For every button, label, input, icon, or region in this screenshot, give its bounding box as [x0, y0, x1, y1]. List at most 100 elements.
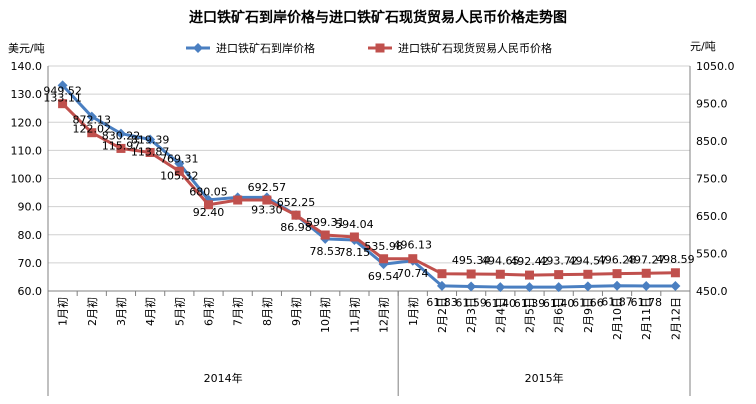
data-point	[379, 254, 389, 264]
data-point	[495, 282, 506, 293]
x-tick-label: 2月5日	[524, 297, 537, 333]
x-tick-label: 12月初	[377, 297, 391, 333]
data-label: 61.40	[485, 297, 517, 310]
y-left-tick-label: 90.0	[18, 201, 43, 214]
data-label: 497.27	[627, 253, 666, 266]
data-point	[670, 268, 680, 278]
data-label: 78.53	[309, 245, 341, 258]
x-tick-label: 2月10日	[611, 297, 624, 340]
data-point	[145, 147, 155, 157]
data-label: 78.15	[339, 246, 371, 259]
y-left-tick-label: 60.0	[18, 285, 43, 298]
data-point	[57, 80, 68, 91]
data-point	[466, 269, 476, 279]
data-label: 61.39	[514, 297, 546, 310]
data-label: 61.66	[572, 296, 604, 309]
data-point	[582, 281, 593, 292]
y-left-tick-label: 110.0	[11, 144, 43, 157]
legend: 进口铁矿石到岸价格 进口铁矿石现货贸易人民币价格	[186, 41, 552, 55]
data-point	[437, 269, 447, 279]
legend-marker	[375, 43, 385, 53]
data-label: 495.34	[452, 254, 491, 267]
right-axis-unit: 元/吨	[690, 40, 716, 53]
x-tick-label: 2月9日	[582, 297, 595, 333]
x-tick-label: 6月初	[202, 297, 216, 326]
y-left-tick-label: 70.0	[18, 257, 43, 270]
data-point	[174, 166, 184, 176]
data-label: 115.97	[102, 140, 141, 153]
data-point	[525, 270, 534, 280]
data-point	[554, 270, 564, 280]
data-label: 70.74	[397, 267, 429, 280]
series-line	[61, 84, 676, 289]
y-right-tick-label: 650.0	[696, 210, 728, 223]
data-label: 69.54	[368, 270, 400, 283]
data-point	[466, 281, 477, 292]
data-label: 652.25	[277, 196, 316, 209]
data-point	[320, 230, 330, 240]
data-point	[495, 269, 505, 279]
x-tick-label: 3月初	[114, 297, 128, 326]
data-point	[174, 158, 185, 169]
data-label: 496.13	[394, 239, 433, 252]
data-label: 92.40	[193, 206, 225, 219]
axes: 60.0 70.0 80.0 90.0 100.0 110.0 120.0 130.0 140.…	[11, 60, 735, 396]
data-label: 61.40	[543, 297, 575, 310]
data-label: 105.32	[160, 170, 199, 183]
data-label: 594.04	[335, 218, 374, 231]
data-label: 492.42	[510, 255, 549, 268]
year-group-label: 2014年	[204, 371, 243, 385]
y-right-tick-label: 850.0	[696, 135, 728, 148]
data-point	[349, 232, 359, 242]
data-point	[670, 280, 681, 291]
series	[57, 80, 681, 293]
data-label: 61.78	[630, 296, 662, 309]
gridlines	[48, 65, 690, 292]
data-point	[553, 282, 564, 293]
y-left-tick-label: 140.0	[11, 60, 43, 73]
x-tick-label: 2月4日	[494, 297, 507, 333]
data-label: 93.30	[251, 203, 283, 216]
y-right-tick-label: 450.0	[696, 285, 728, 298]
data-point	[262, 195, 272, 205]
data-label: 61.87	[601, 296, 633, 309]
series-line	[61, 102, 676, 277]
data-label: 493.72	[539, 255, 578, 268]
data-point	[87, 128, 97, 138]
data-label: 599.31	[306, 216, 345, 229]
data-label: 61.83	[426, 296, 458, 309]
x-tick-label: 2月初	[85, 297, 99, 326]
data-point	[641, 280, 652, 291]
data-point	[145, 134, 156, 145]
data-point	[408, 254, 418, 264]
data-point	[524, 282, 535, 293]
data-point	[115, 128, 126, 139]
x-tick-label: 2月3日	[465, 297, 478, 333]
data-label: 692.57	[248, 181, 287, 194]
x-tick-label: 2月12日	[669, 297, 682, 340]
x-tick-label: 2月11日	[640, 297, 653, 340]
data-label: 122.02	[73, 123, 112, 136]
data-point	[612, 280, 623, 291]
data-point	[58, 99, 68, 109]
data-label: 498.59	[656, 253, 695, 266]
legend-label: 进口铁矿石到岸价格	[216, 41, 315, 55]
data-point	[612, 269, 622, 279]
y-left-tick-label: 100.0	[11, 173, 43, 186]
x-tick-label: 5月初	[172, 297, 186, 326]
x-tick-label: 2月6日	[553, 297, 566, 333]
left-axis-unit: 美元/吨	[8, 42, 45, 55]
data-point	[583, 269, 593, 279]
data-label: 830.22	[102, 129, 141, 142]
x-tick-label: 9月初	[289, 297, 303, 326]
data-point	[204, 200, 213, 210]
x-tick-label: 8月初	[260, 297, 274, 326]
year-group-label: 2015年	[525, 371, 564, 385]
y-right-tick-label: 1050.0	[696, 60, 735, 73]
y-left-tick-label: 80.0	[18, 229, 43, 242]
data-point	[233, 195, 243, 205]
x-tick-label: 4月初	[143, 297, 157, 326]
legend-label: 进口铁矿石现货贸易人民币价格	[398, 41, 552, 55]
